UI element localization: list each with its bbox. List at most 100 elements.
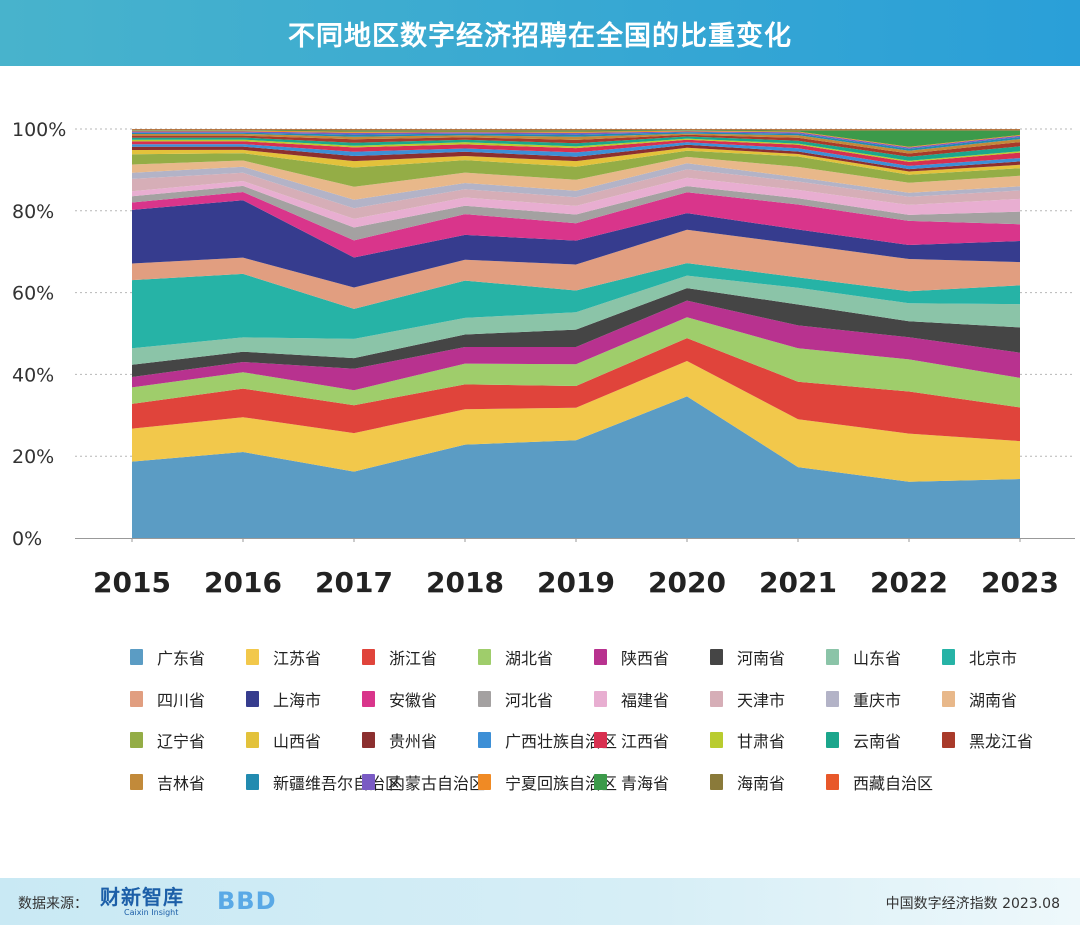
area-甘肃省 [132,138,1020,162]
legend-label: 重庆市 [853,691,902,710]
legend-label: 湖北省 [505,649,554,668]
area-series [75,129,1075,539]
area-湖南省 [132,156,1020,200]
area-广东省 [132,396,1020,538]
y-tick-label: 80% [12,201,54,223]
y-tick-label: 40% [12,364,54,386]
legend-label: 云南省 [853,732,902,751]
area-重庆市 [132,163,1020,209]
area-海南省 [132,129,1020,131]
legend-label: 吉林省 [157,774,206,793]
area-福建省 [132,177,1020,228]
area-安徽省 [132,192,1020,258]
legend-swatch [826,732,839,748]
area-湖北省 [132,317,1020,408]
source-label: 数据来源： [18,896,88,912]
legend-item: 山东省 [826,645,901,669]
x-tick-label: 2019 [537,566,615,599]
caixin-logo: 财新智库 Caixin Insight [100,886,200,920]
caixin-logo-text: 财新智库 [100,885,184,909]
legend-label: 北京市 [969,649,1018,668]
legend-label: 黑龙江省 [969,732,1034,751]
x-tick-label: 2015 [93,566,171,599]
legend-label: 山西省 [273,732,322,751]
legend-item: 江西省 [594,728,669,752]
legend-swatch [826,691,839,707]
legend-label: 河南省 [737,649,786,668]
legend-item: 浙江省 [362,645,437,669]
legend-item: 西藏自治区 [826,770,933,794]
legend-label: 江西省 [621,732,670,751]
legend-label: 湖南省 [969,691,1018,710]
legend-label: 甘肃省 [737,732,786,751]
legend-item: 山西省 [246,728,321,752]
legend-label: 广西壮族自治区 [505,732,618,751]
legend-label: 安徽省 [389,691,438,710]
area-辽宁省 [132,150,1020,187]
legend-label: 天津市 [737,691,786,710]
area-浙江省 [132,338,1020,442]
legend-label: 广东省 [157,649,206,668]
legend-item: 云南省 [826,728,901,752]
legend-item: 吉林省 [130,770,205,794]
legend-item: 辽宁省 [130,728,205,752]
x-tick-label: 2023 [981,566,1059,599]
legend-swatch [710,774,723,790]
legend-swatch [710,732,723,748]
legend-swatch [478,691,491,707]
legend-item: 湖北省 [478,645,553,669]
area-广西壮族自治区 [132,142,1020,170]
legend-swatch [594,649,607,665]
chart-title: 不同地区数字经济招聘在全国的比重变化 [288,21,792,52]
legend-label: 辽宁省 [157,732,206,751]
x-tick-label: 2022 [870,566,948,599]
legend-label: 青海省 [621,774,670,793]
y-axis: 0% 20% 40% 60% 80% 100% [12,119,66,550]
index-label: 中国数字经济指数 2023.08 [885,896,1060,912]
legend-label: 江苏省 [273,649,322,668]
legend-swatch [246,732,259,748]
legend-item: 内蒙古自治区 [362,770,485,794]
legend-swatch [130,691,143,707]
legend-swatch [362,774,375,790]
legend-item: 四川省 [130,687,205,711]
legend-swatch [942,649,955,665]
legend-swatch [826,774,839,790]
legend-swatch [130,732,143,748]
legend-item: 河南省 [710,645,785,669]
legend-item: 安徽省 [362,687,437,711]
caixin-logo-subtext: Caixin Insight [124,908,179,917]
x-axis: 2015 2016 2017 2018 2019 2020 2021 2022 2023 [93,538,1059,599]
legend-swatch [478,774,491,790]
area-吉林省 [132,133,1020,154]
legend-item: 陕西省 [594,645,669,669]
x-tick-label: 2021 [759,566,837,599]
legend-item: 广西壮族自治区 [478,728,617,752]
stacked-area-chart: 0%20%40%60%80%100% 2015 2016 2017 2018 2019 2… [12,119,1075,599]
legend-swatch [826,649,839,665]
legend-item: 广东省 [130,645,205,669]
legend-swatch [942,732,955,748]
area-江苏省 [132,361,1020,482]
legend-swatch [710,649,723,665]
bbd-logo: BBD [217,887,277,915]
y-tick-label: 20% [12,446,54,468]
legend-swatch [362,732,375,748]
legend-swatch [246,774,259,790]
legend-swatch [594,732,607,748]
legend-swatch [246,649,259,665]
legend-label: 贵州省 [389,732,438,751]
x-tick-label: 2018 [426,566,504,599]
legend-item: 重庆市 [826,687,901,711]
legend-swatch [594,691,607,707]
legend-swatch [594,774,607,790]
legend-item: 河北省 [478,687,553,711]
y-tick-label: 100% [12,119,66,141]
legend-item: 海南省 [710,770,785,794]
area-山东省 [132,275,1020,365]
legend-item: 青海省 [594,770,669,794]
legend-label: 上海市 [273,691,322,710]
area-新疆维吾尔自治区 [132,132,1020,151]
area-江西省 [132,139,1020,166]
legend-label: 海南省 [737,774,786,793]
